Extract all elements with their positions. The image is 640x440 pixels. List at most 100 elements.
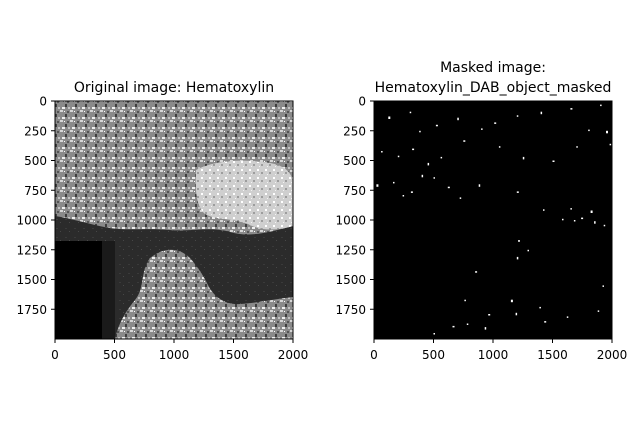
left-x-tick-label: 2000 — [278, 348, 309, 362]
mask-dot — [488, 314, 491, 316]
mask-dot — [440, 156, 443, 159]
left-x-tick-label: 1000 — [159, 348, 190, 362]
mask-dot — [566, 316, 569, 318]
mask-dot — [464, 299, 466, 302]
mask-dot — [484, 327, 487, 330]
mask-dot — [602, 285, 604, 287]
black-block — [55, 241, 102, 339]
black-block-edge — [102, 241, 115, 339]
mask-dot — [457, 117, 459, 121]
mask-dot — [597, 310, 600, 312]
mask-dot — [435, 124, 438, 127]
right-y-tick-label: 1250 — [335, 243, 366, 257]
left-x-tick-label: 0 — [51, 348, 59, 362]
mask-dot — [376, 184, 379, 187]
left-y-axis: 0 250 500 750 1000 1250 1500 1750 — [16, 95, 55, 317]
right-y-tick-label: 250 — [343, 124, 366, 138]
mask-dot — [481, 128, 483, 130]
mask-dot — [447, 186, 450, 189]
right-y-tick-label: 1750 — [335, 303, 366, 317]
right-x-tick-label: 0 — [370, 348, 378, 362]
mask-dot — [603, 224, 606, 227]
right-y-axis: 0 250 500 750 1000 1250 1500 1750 — [335, 95, 374, 317]
mask-dot — [588, 129, 590, 132]
mask-dot — [409, 111, 412, 114]
mask-dot — [433, 333, 435, 335]
right-x-tick-label: 1000 — [478, 348, 509, 362]
left-y-tick-label: 1000 — [16, 214, 47, 228]
mask-dot — [543, 209, 545, 211]
mask-dot — [590, 210, 593, 213]
mask-dot — [581, 217, 584, 220]
left-y-tick-label: 750 — [24, 184, 47, 198]
mask-dot — [516, 256, 519, 260]
mask-dot — [576, 146, 578, 148]
mask-dot — [516, 191, 519, 193]
right-y-tick-label: 500 — [343, 154, 366, 168]
mask-dot — [600, 104, 602, 107]
left-x-tick-label: 500 — [103, 348, 126, 362]
mask-dot — [515, 312, 518, 316]
right-mask-background — [374, 101, 612, 339]
mask-dot — [570, 108, 573, 110]
mask-dot — [510, 299, 513, 303]
left-panel-title: Original image: Hematoxylin — [74, 80, 274, 96]
mask-dot — [552, 160, 555, 162]
mask-dot — [412, 148, 415, 151]
mask-dot — [459, 197, 462, 199]
left-panel: Original image: Hematoxylin 0 500 1000 1… — [16, 80, 308, 362]
mask-dot — [427, 162, 430, 166]
mask-dot — [475, 271, 478, 273]
right-x-tick-label: 500 — [422, 348, 445, 362]
mask-dot — [562, 218, 564, 221]
right-x-tick-label: 2000 — [597, 348, 628, 362]
mask-dot — [544, 321, 547, 323]
lower-tissue — [115, 249, 293, 339]
mask-dot — [433, 177, 435, 179]
left-y-tick-label: 250 — [24, 124, 47, 138]
left-x-axis: 0 500 1000 1500 2000 — [51, 339, 308, 362]
mask-dot — [518, 240, 520, 242]
mask-dot — [393, 181, 395, 184]
mask-dot — [539, 306, 541, 309]
mask-dot — [410, 191, 413, 193]
left-y-tick-label: 1750 — [16, 303, 47, 317]
bright-patch — [195, 160, 293, 230]
mask-dot — [594, 221, 596, 224]
right-panel-title-line-2: Hematoxylin_DAB_object_masked — [375, 80, 612, 96]
mask-dot — [522, 156, 525, 160]
mask-dot — [421, 174, 424, 178]
mask-dot — [498, 146, 501, 148]
right-y-tick-label: 1000 — [335, 214, 366, 228]
mask-dot — [527, 249, 529, 252]
mask-dot — [573, 220, 576, 222]
mask-dot — [452, 325, 455, 328]
mask-dot — [402, 195, 405, 197]
right-panel-title-line-1: Masked image: — [440, 60, 546, 76]
mask-dots — [376, 104, 612, 335]
right-y-tick-label: 1500 — [335, 273, 366, 287]
right-x-tick-label: 1500 — [537, 348, 568, 362]
mask-dot — [540, 111, 543, 115]
mask-dot — [397, 155, 400, 158]
left-y-tick-label: 0 — [39, 95, 47, 109]
left-y-tick-label: 1250 — [16, 243, 47, 257]
left-x-tick-label: 1500 — [218, 348, 249, 362]
left-image — [55, 101, 293, 339]
mask-dot — [463, 140, 466, 142]
mask-dot — [494, 122, 497, 124]
mask-dot — [388, 116, 391, 119]
right-y-tick-label: 750 — [343, 184, 366, 198]
mask-dot — [516, 115, 519, 117]
mask-dot — [606, 130, 608, 134]
mask-dot — [381, 151, 383, 153]
right-y-tick-label: 0 — [358, 95, 366, 109]
left-y-tick-label: 1500 — [16, 273, 47, 287]
left-y-tick-label: 500 — [24, 154, 47, 168]
right-panel: Masked image: Hematoxylin_DAB_object_mas… — [335, 60, 627, 362]
right-x-axis: 0 500 1000 1500 2000 — [370, 339, 627, 362]
mask-dot — [609, 143, 612, 146]
mask-dot — [466, 323, 469, 325]
mask-dot — [419, 130, 421, 133]
